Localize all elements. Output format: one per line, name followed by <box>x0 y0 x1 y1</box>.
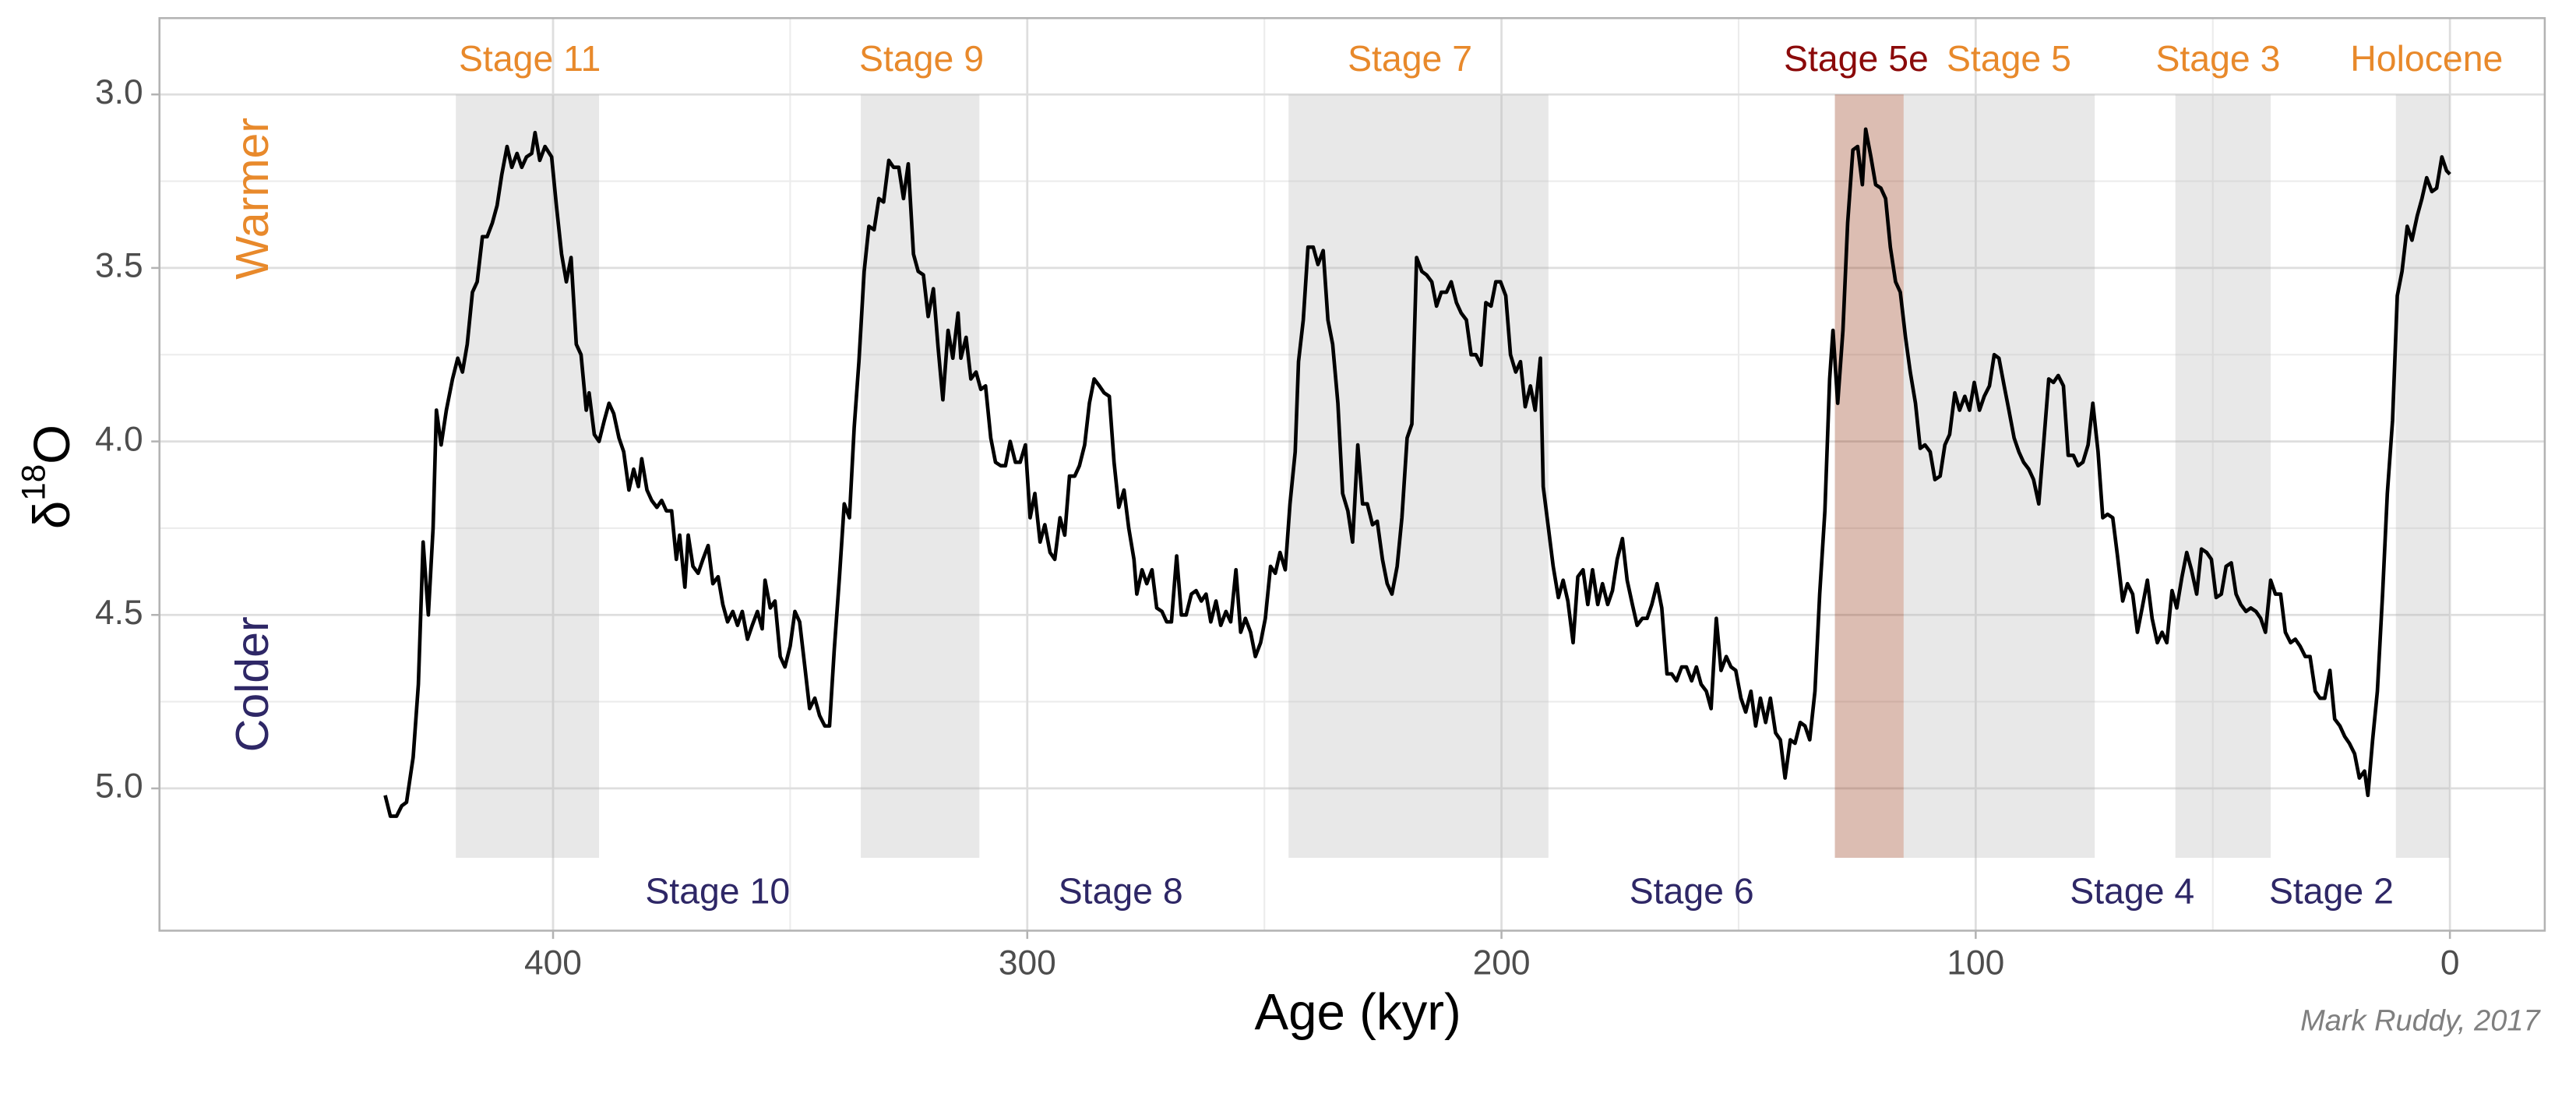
stage-label: Stage 8 <box>1059 871 1183 912</box>
stage-region <box>1834 94 1904 859</box>
y-tick-label: 4.5 <box>95 594 143 632</box>
stage-label: Stage 5e <box>1784 38 1929 79</box>
stage-label: Stage 6 <box>1630 871 1754 912</box>
stage-region <box>1903 94 2095 859</box>
stage-region <box>1288 94 1549 859</box>
y-axis-title: δ18O <box>16 425 80 529</box>
y-tick-label: 4.0 <box>95 420 143 458</box>
labels: 400 300 200 100 0 3.0 3.5 4.0 4.5 5.0 Stage 11 Stag… <box>95 38 2503 982</box>
x-axis-title: Age (kyr) <box>1255 984 1461 1041</box>
panel-border <box>158 16 2546 932</box>
stage-region <box>2395 94 2451 859</box>
lines <box>383 127 2451 818</box>
stage-label: Stage 2 <box>2269 871 2394 912</box>
credit: Mark Ruddy, 2017 <box>2300 1005 2541 1038</box>
y-title-tail: O <box>23 425 80 464</box>
y-tick-label: 5.0 <box>95 767 143 806</box>
x-tick-label: 400 <box>524 944 582 982</box>
stage-label: Stage 11 <box>459 38 601 79</box>
side-label: Colder <box>227 616 278 752</box>
y-tick-label: 3.0 <box>95 73 143 111</box>
stage-label: Stage 5 <box>1947 38 2071 79</box>
stage-label: Stage 3 <box>2155 38 2280 79</box>
x-tick-label: 300 <box>999 944 1056 982</box>
data-line <box>383 127 2451 818</box>
stage-region <box>861 94 980 859</box>
y-tick-label: 3.5 <box>95 247 143 285</box>
stage-label: Stage 7 <box>1348 38 1472 79</box>
y-title-sup: 18 <box>16 464 52 501</box>
x-tick-label: 200 <box>1473 944 1531 982</box>
stage-label: Holocene <box>2350 38 2503 79</box>
x-tick-label: 0 <box>2440 944 2460 982</box>
stage-label: Stage 10 <box>645 871 790 912</box>
y-title-base: δ <box>23 501 80 529</box>
stage-label: Stage 4 <box>2070 871 2194 912</box>
side-label: Warmer <box>227 118 278 280</box>
stage-region <box>2175 94 2271 859</box>
x-tick-label: 100 <box>1947 944 2004 982</box>
stage-label: Stage 9 <box>859 38 984 79</box>
stage-region <box>456 94 600 859</box>
